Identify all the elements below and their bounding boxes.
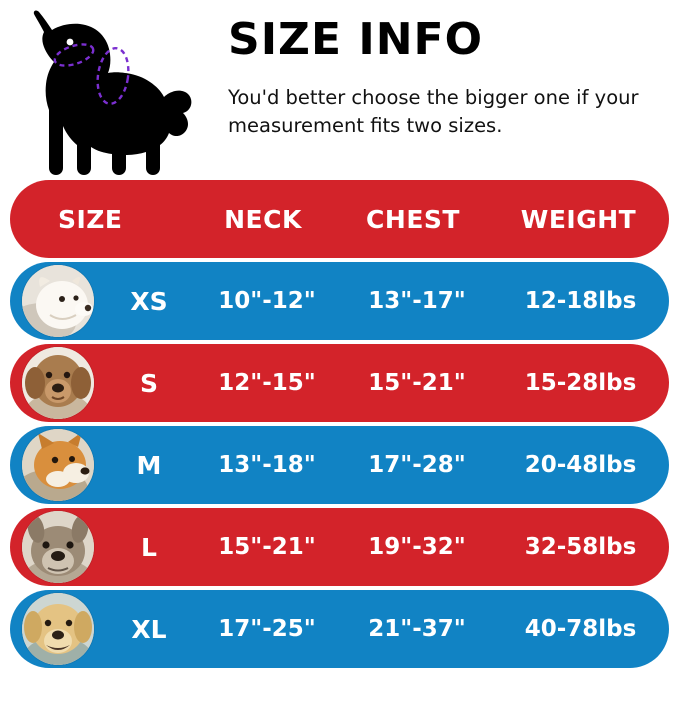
cell-size: XL bbox=[131, 614, 167, 644]
cell-size: L bbox=[141, 532, 157, 562]
dog-photo-brown-poodle bbox=[10, 344, 106, 422]
cell-neck: 15"-21" bbox=[218, 534, 316, 560]
cell-neck: 13"-18" bbox=[218, 452, 316, 478]
cell-chest: 19"-32" bbox=[368, 534, 466, 560]
header-text-block: SIZE INFO You'd better choose the bigger… bbox=[214, 10, 665, 141]
column-header-chest: CHEST bbox=[366, 204, 460, 234]
cell-size: XS bbox=[130, 286, 168, 316]
dog-photo-white-puppy bbox=[10, 262, 106, 340]
cell-chest: 21"-37" bbox=[368, 616, 466, 642]
column-header-neck: NECK bbox=[224, 204, 302, 234]
avatar bbox=[22, 429, 94, 501]
page-title: SIZE INFO bbox=[228, 14, 483, 65]
dog-photo-shiba-inu bbox=[10, 426, 106, 504]
table-row: XS 10"-12" 13"-17" 12-18lbs bbox=[10, 262, 669, 340]
column-header-weight: WEIGHT bbox=[520, 204, 637, 234]
cell-chest: 17"-28" bbox=[368, 452, 466, 478]
cell-weight: 12-18lbs bbox=[524, 288, 637, 314]
dog-photo-labrador bbox=[10, 590, 106, 668]
avatar bbox=[22, 347, 94, 419]
column-header-size: SIZE bbox=[58, 204, 123, 234]
cell-neck: 10"-12" bbox=[218, 288, 316, 314]
cell-chest: 15"-21" bbox=[368, 370, 466, 396]
table-header-row: SIZE NECK CHEST WEIGHT bbox=[10, 180, 669, 258]
dog-with-harness-icon bbox=[14, 10, 214, 180]
table-row: L 15"-21" 19"-32" 32-58lbs bbox=[10, 508, 669, 586]
cell-weight: 32-58lbs bbox=[524, 534, 637, 560]
cell-weight: 20-48lbs bbox=[524, 452, 637, 478]
size-table: SIZE NECK CHEST WEIGHT bbox=[0, 180, 679, 668]
cell-weight: 40-78lbs bbox=[524, 616, 637, 642]
avatar bbox=[22, 265, 94, 337]
cell-chest: 13"-17" bbox=[368, 288, 466, 314]
avatar bbox=[22, 593, 94, 665]
page-subtitle: You'd better choose the bigger one if yo… bbox=[228, 86, 639, 138]
table-row: M 13"-18" 17"-28" 20-48lbs bbox=[10, 426, 669, 504]
avatar bbox=[22, 511, 94, 583]
header-spacer bbox=[10, 180, 58, 258]
cell-weight: 15-28lbs bbox=[524, 370, 637, 396]
table-row: S 12"-15" 15"-21" 15-28lbs bbox=[10, 344, 669, 422]
cell-neck: 12"-15" bbox=[218, 370, 316, 396]
header: SIZE INFO You'd better choose the bigger… bbox=[0, 0, 679, 180]
cell-neck: 17"-25" bbox=[218, 616, 316, 642]
cell-size: S bbox=[139, 368, 158, 398]
dog-photo-french-bulldog bbox=[10, 508, 106, 586]
cell-size: M bbox=[136, 450, 162, 480]
table-row: XL 17"-25" 21"-37" 40-78lbs bbox=[10, 590, 669, 668]
